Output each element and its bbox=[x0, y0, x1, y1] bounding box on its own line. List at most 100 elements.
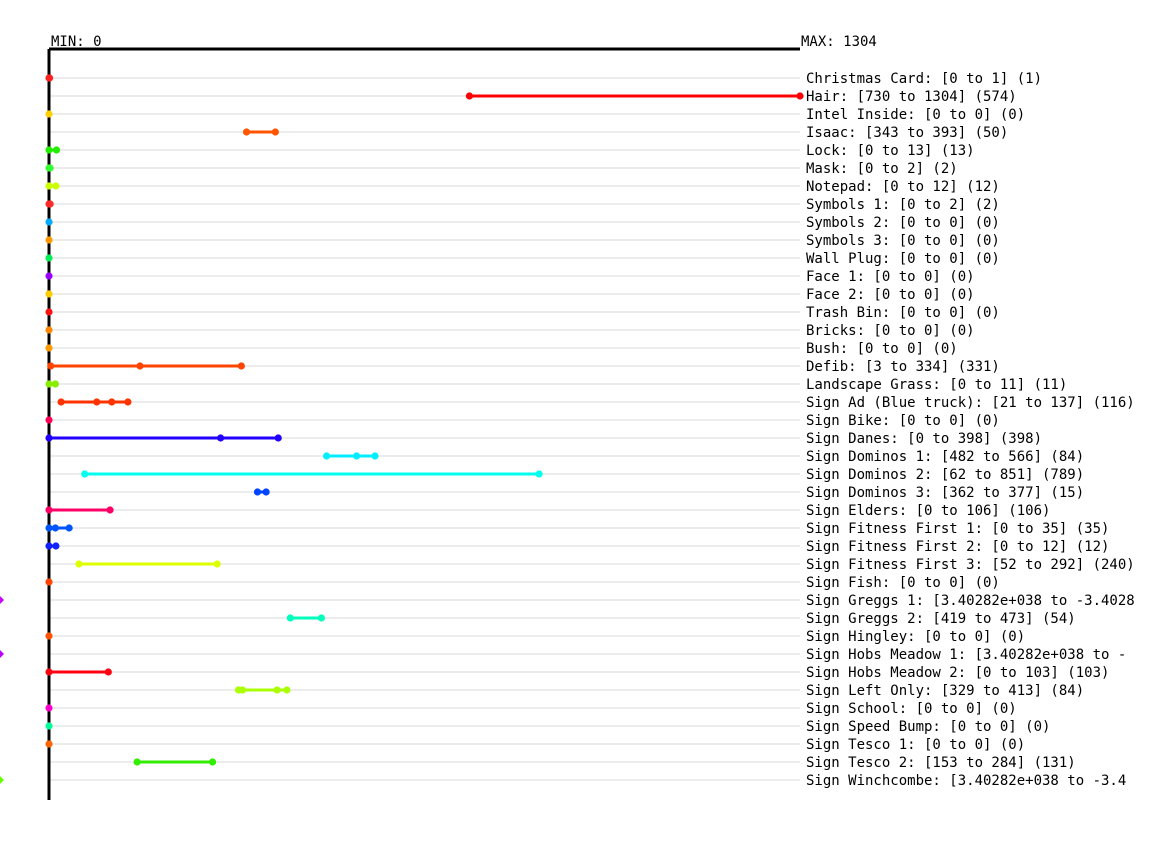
row-label: Sign Dominos 2: [62 to 851] (789) bbox=[806, 467, 1084, 483]
row-labels: Christmas Card: [0 to 1] (1) Hair: [730 t… bbox=[806, 71, 1135, 789]
row-label: Symbols 1: [0 to 2] (2) bbox=[806, 197, 1000, 213]
offscreen-marker bbox=[0, 596, 4, 604]
range-point bbox=[242, 128, 251, 136]
row-label: Mask: [0 to 2] (2) bbox=[806, 161, 958, 177]
range-point bbox=[317, 614, 326, 622]
range-point bbox=[45, 380, 53, 388]
row-label: Defib: [3 to 334] (331) bbox=[806, 359, 1000, 375]
range-point bbox=[796, 92, 804, 100]
range-point bbox=[124, 398, 132, 406]
range-point bbox=[45, 632, 53, 640]
row-label: Face 1: [0 to 0] (0) bbox=[806, 269, 975, 285]
row-label: Notepad: [0 to 12] (12) bbox=[806, 179, 1000, 195]
row-label: Isaac: [343 to 393] (50) bbox=[806, 125, 1008, 141]
range-point bbox=[465, 92, 474, 100]
range-point bbox=[45, 326, 53, 334]
row-label: Sign Danes: [0 to 398] (398) bbox=[806, 431, 1042, 447]
range-point bbox=[45, 182, 53, 190]
row-label: Bush: [0 to 0] (0) bbox=[806, 341, 958, 357]
range-point bbox=[45, 722, 53, 730]
range-point bbox=[45, 74, 54, 82]
row-label: Sign Hingley: [0 to 0] (0) bbox=[806, 629, 1025, 645]
range-point bbox=[45, 740, 53, 748]
row-label: Bricks: [0 to 0] (0) bbox=[806, 323, 975, 339]
range-point bbox=[52, 146, 61, 154]
range-point bbox=[133, 758, 141, 766]
row-label: Intel Inside: [0 to 0] (0) bbox=[806, 107, 1025, 123]
row-label: Sign Bike: [0 to 0] (0) bbox=[806, 413, 1000, 429]
row-label: Face 2: [0 to 0] (0) bbox=[806, 287, 975, 303]
range-point bbox=[45, 524, 53, 532]
row-label: Lock: [0 to 13] (13) bbox=[806, 143, 975, 159]
min-label: MIN: 0 bbox=[51, 34, 102, 50]
row-label: Trash Bin: [0 to 0] (0) bbox=[806, 305, 1000, 321]
range-point bbox=[45, 578, 53, 586]
row-label: Symbols 3: [0 to 0] (0) bbox=[806, 233, 1000, 249]
row-label: Sign Left Only: [329 to 413] (84) bbox=[806, 683, 1084, 699]
range-point bbox=[45, 290, 53, 298]
row-label: Sign Fitness First 2: [0 to 12] (12) bbox=[806, 539, 1109, 555]
row-label: Sign Tesco 2: [153 to 284] (131) bbox=[806, 755, 1076, 771]
range-point bbox=[81, 470, 89, 478]
row-label: Sign Dominos 1: [482 to 566] (84) bbox=[806, 449, 1084, 465]
range-point bbox=[283, 686, 291, 694]
range-point bbox=[45, 308, 53, 316]
range-point bbox=[45, 110, 53, 118]
row-label: Sign Hobs Meadow 2: [0 to 103] (103) bbox=[806, 665, 1109, 681]
range-point bbox=[238, 686, 247, 694]
range-point bbox=[46, 164, 54, 172]
row-label: Sign Dominos 3: [362 to 377] (15) bbox=[806, 485, 1084, 501]
range-point bbox=[371, 452, 379, 460]
row-label: Sign Fitness First 3: [52 to 292] (240) bbox=[806, 557, 1135, 573]
offscreen-marker bbox=[0, 650, 4, 658]
range-point bbox=[47, 362, 55, 370]
range-point bbox=[45, 254, 53, 262]
range-point bbox=[108, 398, 116, 406]
row-label: Hair: [730 to 1304] (574) bbox=[806, 89, 1017, 105]
row-label: Sign Fish: [0 to 0] (0) bbox=[806, 575, 1000, 591]
range-point bbox=[322, 452, 331, 460]
range-point bbox=[136, 362, 144, 370]
range-point bbox=[271, 128, 279, 136]
range-point bbox=[208, 758, 217, 766]
range-point bbox=[286, 614, 294, 622]
row-label: Sign Greggs 2: [419 to 473] (54) bbox=[806, 611, 1076, 627]
range-point bbox=[45, 344, 53, 352]
range-point bbox=[45, 272, 53, 280]
row-label: Sign Ad (Blue truck): [21 to 137] (116) bbox=[806, 395, 1135, 411]
row-label: Sign Fitness First 1: [0 to 35] (35) bbox=[806, 521, 1109, 537]
range-point bbox=[52, 182, 60, 190]
range-point bbox=[45, 416, 53, 424]
row-label: Sign School: [0 to 0] (0) bbox=[806, 701, 1017, 717]
range-point bbox=[75, 560, 83, 568]
row-label: Sign Greggs 1: [3.40282e+038 to -3.4028 bbox=[806, 593, 1135, 609]
range-point bbox=[65, 524, 73, 532]
range-point bbox=[45, 668, 53, 676]
range-point bbox=[213, 560, 221, 568]
range-point bbox=[46, 200, 54, 208]
grid-lines bbox=[49, 77, 800, 781]
range-point bbox=[45, 542, 53, 550]
range-point bbox=[51, 524, 59, 532]
row-label: Sign Elders: [0 to 106] (106) bbox=[806, 503, 1050, 519]
range-point bbox=[104, 668, 112, 676]
range-point bbox=[45, 704, 53, 712]
range-point bbox=[253, 488, 262, 496]
range-point bbox=[535, 470, 543, 478]
range-point bbox=[51, 380, 59, 388]
offscreen-marker bbox=[0, 776, 4, 784]
range-point bbox=[57, 398, 65, 406]
range-point bbox=[45, 146, 53, 154]
range-point bbox=[217, 434, 225, 442]
row-label: Sign Winchcombe: [3.40282e+038 to -3.4 bbox=[806, 773, 1126, 789]
row-label: Wall Plug: [0 to 0] (0) bbox=[806, 251, 1000, 267]
range-point bbox=[45, 218, 53, 226]
range-point bbox=[45, 506, 53, 514]
row-label: Landscape Grass: [0 to 11] (11) bbox=[806, 377, 1067, 393]
max-label: MAX: 1304 bbox=[801, 34, 877, 50]
row-label: Sign Hobs Meadow 1: [3.40282e+038 to - bbox=[806, 647, 1126, 663]
row-label: Sign Tesco 1: [0 to 0] (0) bbox=[806, 737, 1025, 753]
range-point bbox=[52, 542, 60, 550]
range-point bbox=[45, 434, 53, 442]
